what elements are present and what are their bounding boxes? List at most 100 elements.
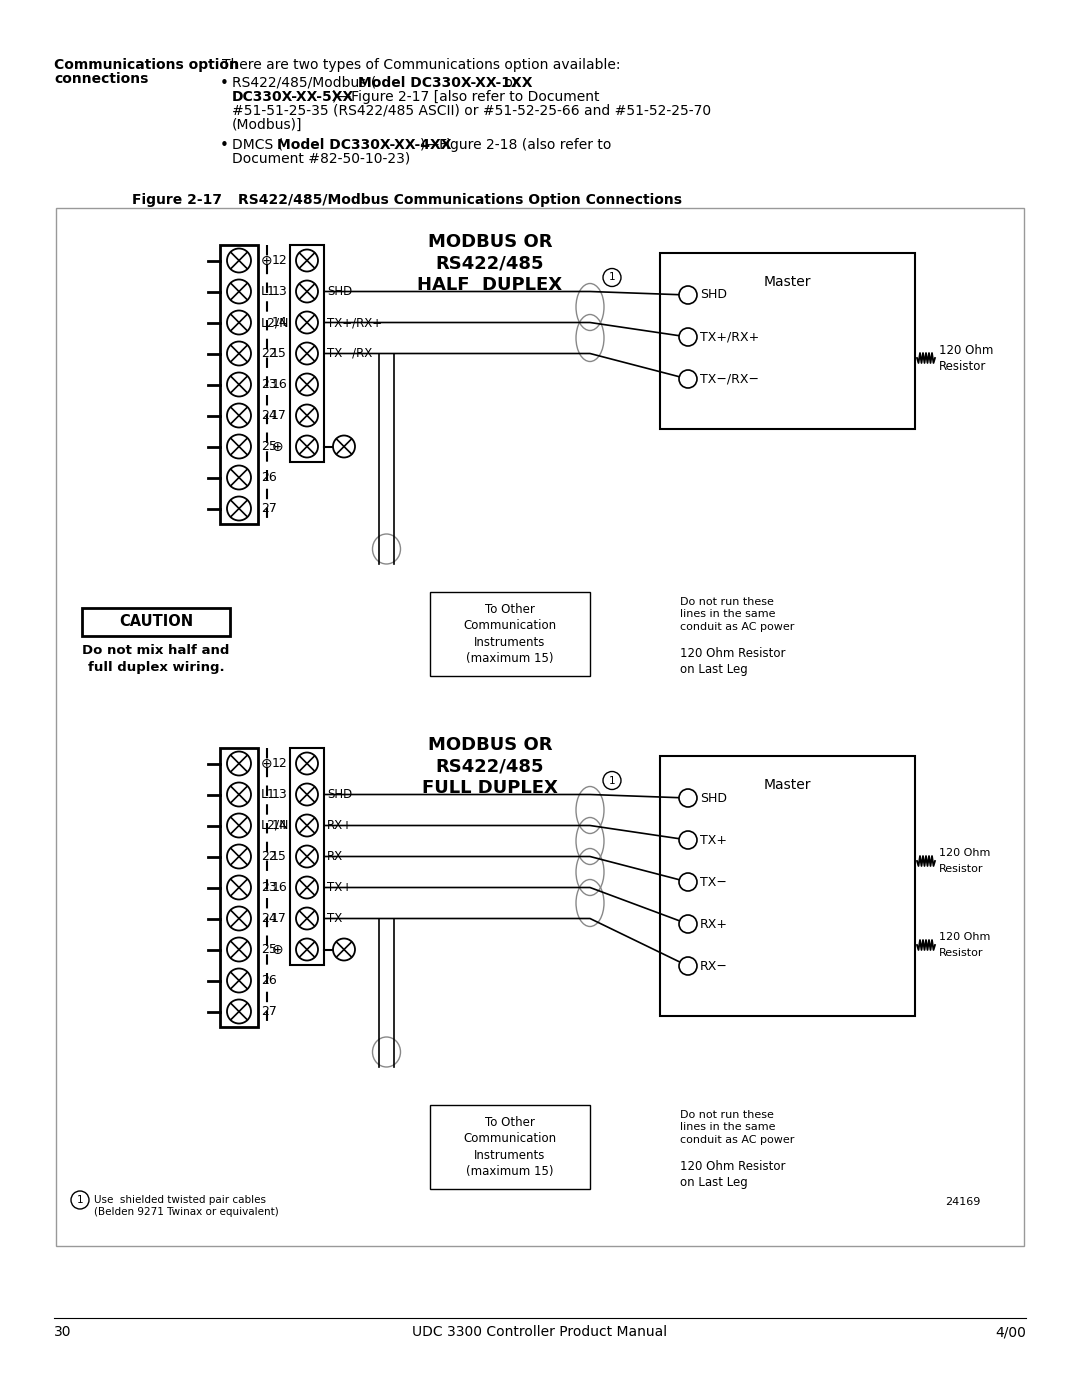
Circle shape — [296, 908, 318, 929]
Text: Do not run these
lines in the same
conduit as AC power: Do not run these lines in the same condu… — [680, 1111, 795, 1144]
Text: Resistor: Resistor — [939, 949, 984, 958]
Text: Resistor: Resistor — [939, 359, 986, 373]
Circle shape — [227, 999, 251, 1024]
Text: Resistor: Resistor — [939, 863, 984, 875]
Text: DC330X-XX-5XX: DC330X-XX-5XX — [232, 89, 354, 103]
Text: RS422/485/Modbus Communications Option Connections: RS422/485/Modbus Communications Option C… — [238, 193, 681, 207]
Text: 12: 12 — [271, 757, 287, 770]
Circle shape — [227, 968, 251, 992]
Text: To Other
Communication
Instruments
(maximum 15): To Other Communication Instruments (maxi… — [463, 602, 556, 665]
Circle shape — [679, 328, 697, 346]
Text: RX+: RX+ — [327, 819, 353, 833]
Circle shape — [227, 465, 251, 489]
Text: 120 Ohm: 120 Ohm — [939, 848, 990, 858]
Text: 17: 17 — [271, 409, 287, 422]
Text: L1: L1 — [261, 285, 275, 298]
Text: CAUTION: CAUTION — [119, 615, 193, 630]
Circle shape — [227, 279, 251, 303]
Text: DMCS (: DMCS ( — [232, 138, 283, 152]
Circle shape — [679, 915, 697, 933]
Text: 15: 15 — [271, 849, 287, 863]
Bar — [56, 208, 1024, 1246]
Text: RX−: RX− — [700, 960, 728, 972]
Text: 120 Ohm: 120 Ohm — [939, 932, 990, 942]
Text: connections: connections — [54, 73, 148, 87]
Text: 22: 22 — [261, 346, 276, 360]
Circle shape — [227, 813, 251, 837]
Circle shape — [679, 831, 697, 849]
Text: Master: Master — [764, 778, 811, 792]
Circle shape — [227, 434, 251, 458]
Text: ⊕: ⊕ — [272, 440, 284, 454]
Circle shape — [333, 436, 355, 457]
Circle shape — [227, 341, 251, 366]
Text: 22: 22 — [261, 849, 276, 863]
Circle shape — [227, 876, 251, 900]
Circle shape — [296, 342, 318, 365]
Circle shape — [296, 939, 318, 961]
Circle shape — [679, 957, 697, 975]
Text: 1: 1 — [609, 272, 616, 282]
Text: ⊕: ⊕ — [272, 943, 284, 957]
Circle shape — [296, 312, 318, 334]
Text: )—Figure 2-17 [also refer to Document: )—Figure 2-17 [also refer to Document — [332, 89, 599, 103]
Text: SHD: SHD — [327, 788, 352, 800]
Text: Model DC330X-XX-4XX: Model DC330X-XX-4XX — [276, 138, 451, 152]
Circle shape — [296, 814, 318, 837]
Text: 13: 13 — [271, 788, 287, 800]
Text: 14: 14 — [271, 316, 287, 330]
Text: (Modbus)]: (Modbus)] — [232, 117, 302, 131]
Text: 25: 25 — [261, 943, 276, 956]
Bar — [660, 253, 915, 429]
Text: Master: Master — [764, 275, 811, 289]
Bar — [430, 592, 590, 676]
Text: Do not run these
lines in the same
conduit as AC power: Do not run these lines in the same condu… — [680, 597, 795, 631]
Circle shape — [227, 937, 251, 961]
Circle shape — [603, 268, 621, 286]
Text: •: • — [220, 138, 229, 154]
Circle shape — [227, 404, 251, 427]
Text: 16: 16 — [271, 379, 287, 391]
Text: To Other
Communication
Instruments
(maximum 15): To Other Communication Instruments (maxi… — [463, 1116, 556, 1178]
Text: TX−/RX−: TX−/RX− — [327, 346, 382, 360]
Circle shape — [296, 281, 318, 303]
Text: Document #82-50-10-23): Document #82-50-10-23) — [232, 152, 410, 166]
Text: TX+/RX+: TX+/RX+ — [327, 316, 382, 330]
Text: 23: 23 — [261, 882, 276, 894]
Text: MODBUS OR
RS422/485
FULL DUPLEX: MODBUS OR RS422/485 FULL DUPLEX — [422, 736, 558, 798]
Text: ⊕: ⊕ — [261, 253, 272, 267]
Text: 17: 17 — [271, 912, 287, 925]
Circle shape — [227, 496, 251, 521]
Text: 14: 14 — [271, 819, 287, 833]
Circle shape — [679, 286, 697, 305]
Text: 24169: 24169 — [945, 1197, 980, 1207]
Text: 16: 16 — [271, 882, 287, 894]
Text: 13: 13 — [271, 285, 287, 298]
Text: RX+: RX+ — [700, 918, 728, 930]
Text: L1: L1 — [261, 788, 275, 800]
Circle shape — [333, 939, 355, 961]
Bar — [660, 756, 915, 1016]
Text: SHD: SHD — [700, 289, 727, 302]
Circle shape — [296, 784, 318, 806]
Text: 23: 23 — [261, 379, 276, 391]
Text: L2/N: L2/N — [261, 316, 289, 330]
Bar — [220, 244, 258, 524]
Text: TX+/RX+: TX+/RX+ — [700, 331, 759, 344]
Text: •: • — [220, 75, 229, 91]
Circle shape — [227, 782, 251, 806]
Bar — [82, 608, 230, 636]
Text: 1: 1 — [77, 1194, 83, 1206]
Text: SHD: SHD — [700, 792, 727, 805]
Circle shape — [296, 405, 318, 426]
Text: MODBUS OR
RS422/485
HALF  DUPLEX: MODBUS OR RS422/485 HALF DUPLEX — [418, 233, 563, 293]
Bar — [430, 1105, 590, 1189]
Text: SHD: SHD — [327, 285, 352, 298]
Text: RS422/485/Modbus (: RS422/485/Modbus ( — [232, 75, 376, 89]
Text: 120 Ohm Resistor
on Last Leg: 120 Ohm Resistor on Last Leg — [680, 1160, 785, 1189]
Text: Communications option: Communications option — [54, 59, 239, 73]
Text: UDC 3300 Controller Product Manual: UDC 3300 Controller Product Manual — [413, 1324, 667, 1338]
Circle shape — [227, 249, 251, 272]
Circle shape — [296, 845, 318, 868]
Text: RX−: RX− — [327, 849, 353, 863]
